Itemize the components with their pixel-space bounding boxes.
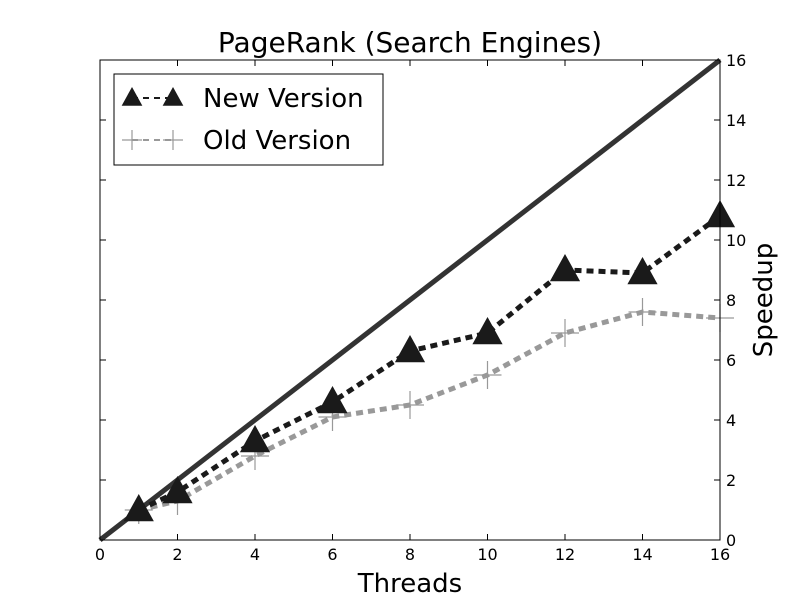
data-point-old-version	[396, 391, 424, 419]
ideal-speedup-line	[98, 58, 722, 542]
data-point-new-version	[317, 385, 348, 414]
y-axis-label: Speedup	[749, 243, 779, 358]
legend-marker-old-version	[163, 130, 183, 150]
y-tick-label: 8	[726, 291, 736, 310]
x-tick-label: 8	[405, 545, 415, 564]
y-tick-label: 12	[726, 171, 746, 190]
y-tick-label: 16	[726, 51, 746, 70]
x-axis-label: Threads	[357, 569, 462, 599]
y-tick-label: 2	[726, 471, 736, 490]
x-tick-label: 2	[172, 545, 182, 564]
x-tick-label: 14	[632, 545, 652, 564]
legend-label-old-version: Old Version	[203, 126, 351, 156]
legend-marker-new-version	[121, 86, 143, 106]
y-tick-label: 4	[726, 411, 736, 430]
legend-box	[113, 73, 384, 166]
legend-marker-old-version	[122, 130, 142, 150]
x-tick-label: 6	[327, 545, 337, 564]
x-tick-label: 10	[477, 545, 497, 564]
data-point-old-version	[551, 319, 579, 347]
x-tick-label: 12	[555, 545, 575, 564]
y-tick-label: 10	[726, 231, 746, 250]
data-point-new-version	[239, 424, 271, 453]
data-point-new-version	[627, 256, 658, 285]
y-axis-ticks: 0 2 4 6 8 10 12 14 16	[100, 51, 746, 550]
x-axis-ticks: 0 2 4 6 8 10 12 14 16	[95, 60, 730, 564]
legend-label-new-version: New Version	[203, 84, 364, 114]
y-tick-label: 6	[726, 351, 736, 370]
series-line-new-version	[137, 213, 722, 513]
data-point-old-version	[473, 361, 502, 389]
series-line-old-version	[138, 309, 721, 513]
data-point-new-version	[123, 493, 154, 522]
data-point-new-version	[162, 475, 193, 504]
data-point-new-version	[394, 334, 426, 363]
chart-title: PageRank (Search Engines)	[218, 26, 602, 59]
data-point-old-version	[628, 298, 657, 326]
y-tick-label: 0	[726, 531, 736, 550]
data-point-new-version	[549, 253, 581, 282]
x-tick-label: 0	[95, 545, 105, 564]
legend: New Version Old Version	[113, 73, 384, 166]
x-tick-label: 16	[710, 545, 730, 564]
x-tick-label: 4	[250, 545, 260, 564]
data-point-new-version	[472, 316, 503, 345]
y-tick-label: 14	[726, 111, 746, 130]
legend-marker-new-version	[162, 86, 184, 106]
